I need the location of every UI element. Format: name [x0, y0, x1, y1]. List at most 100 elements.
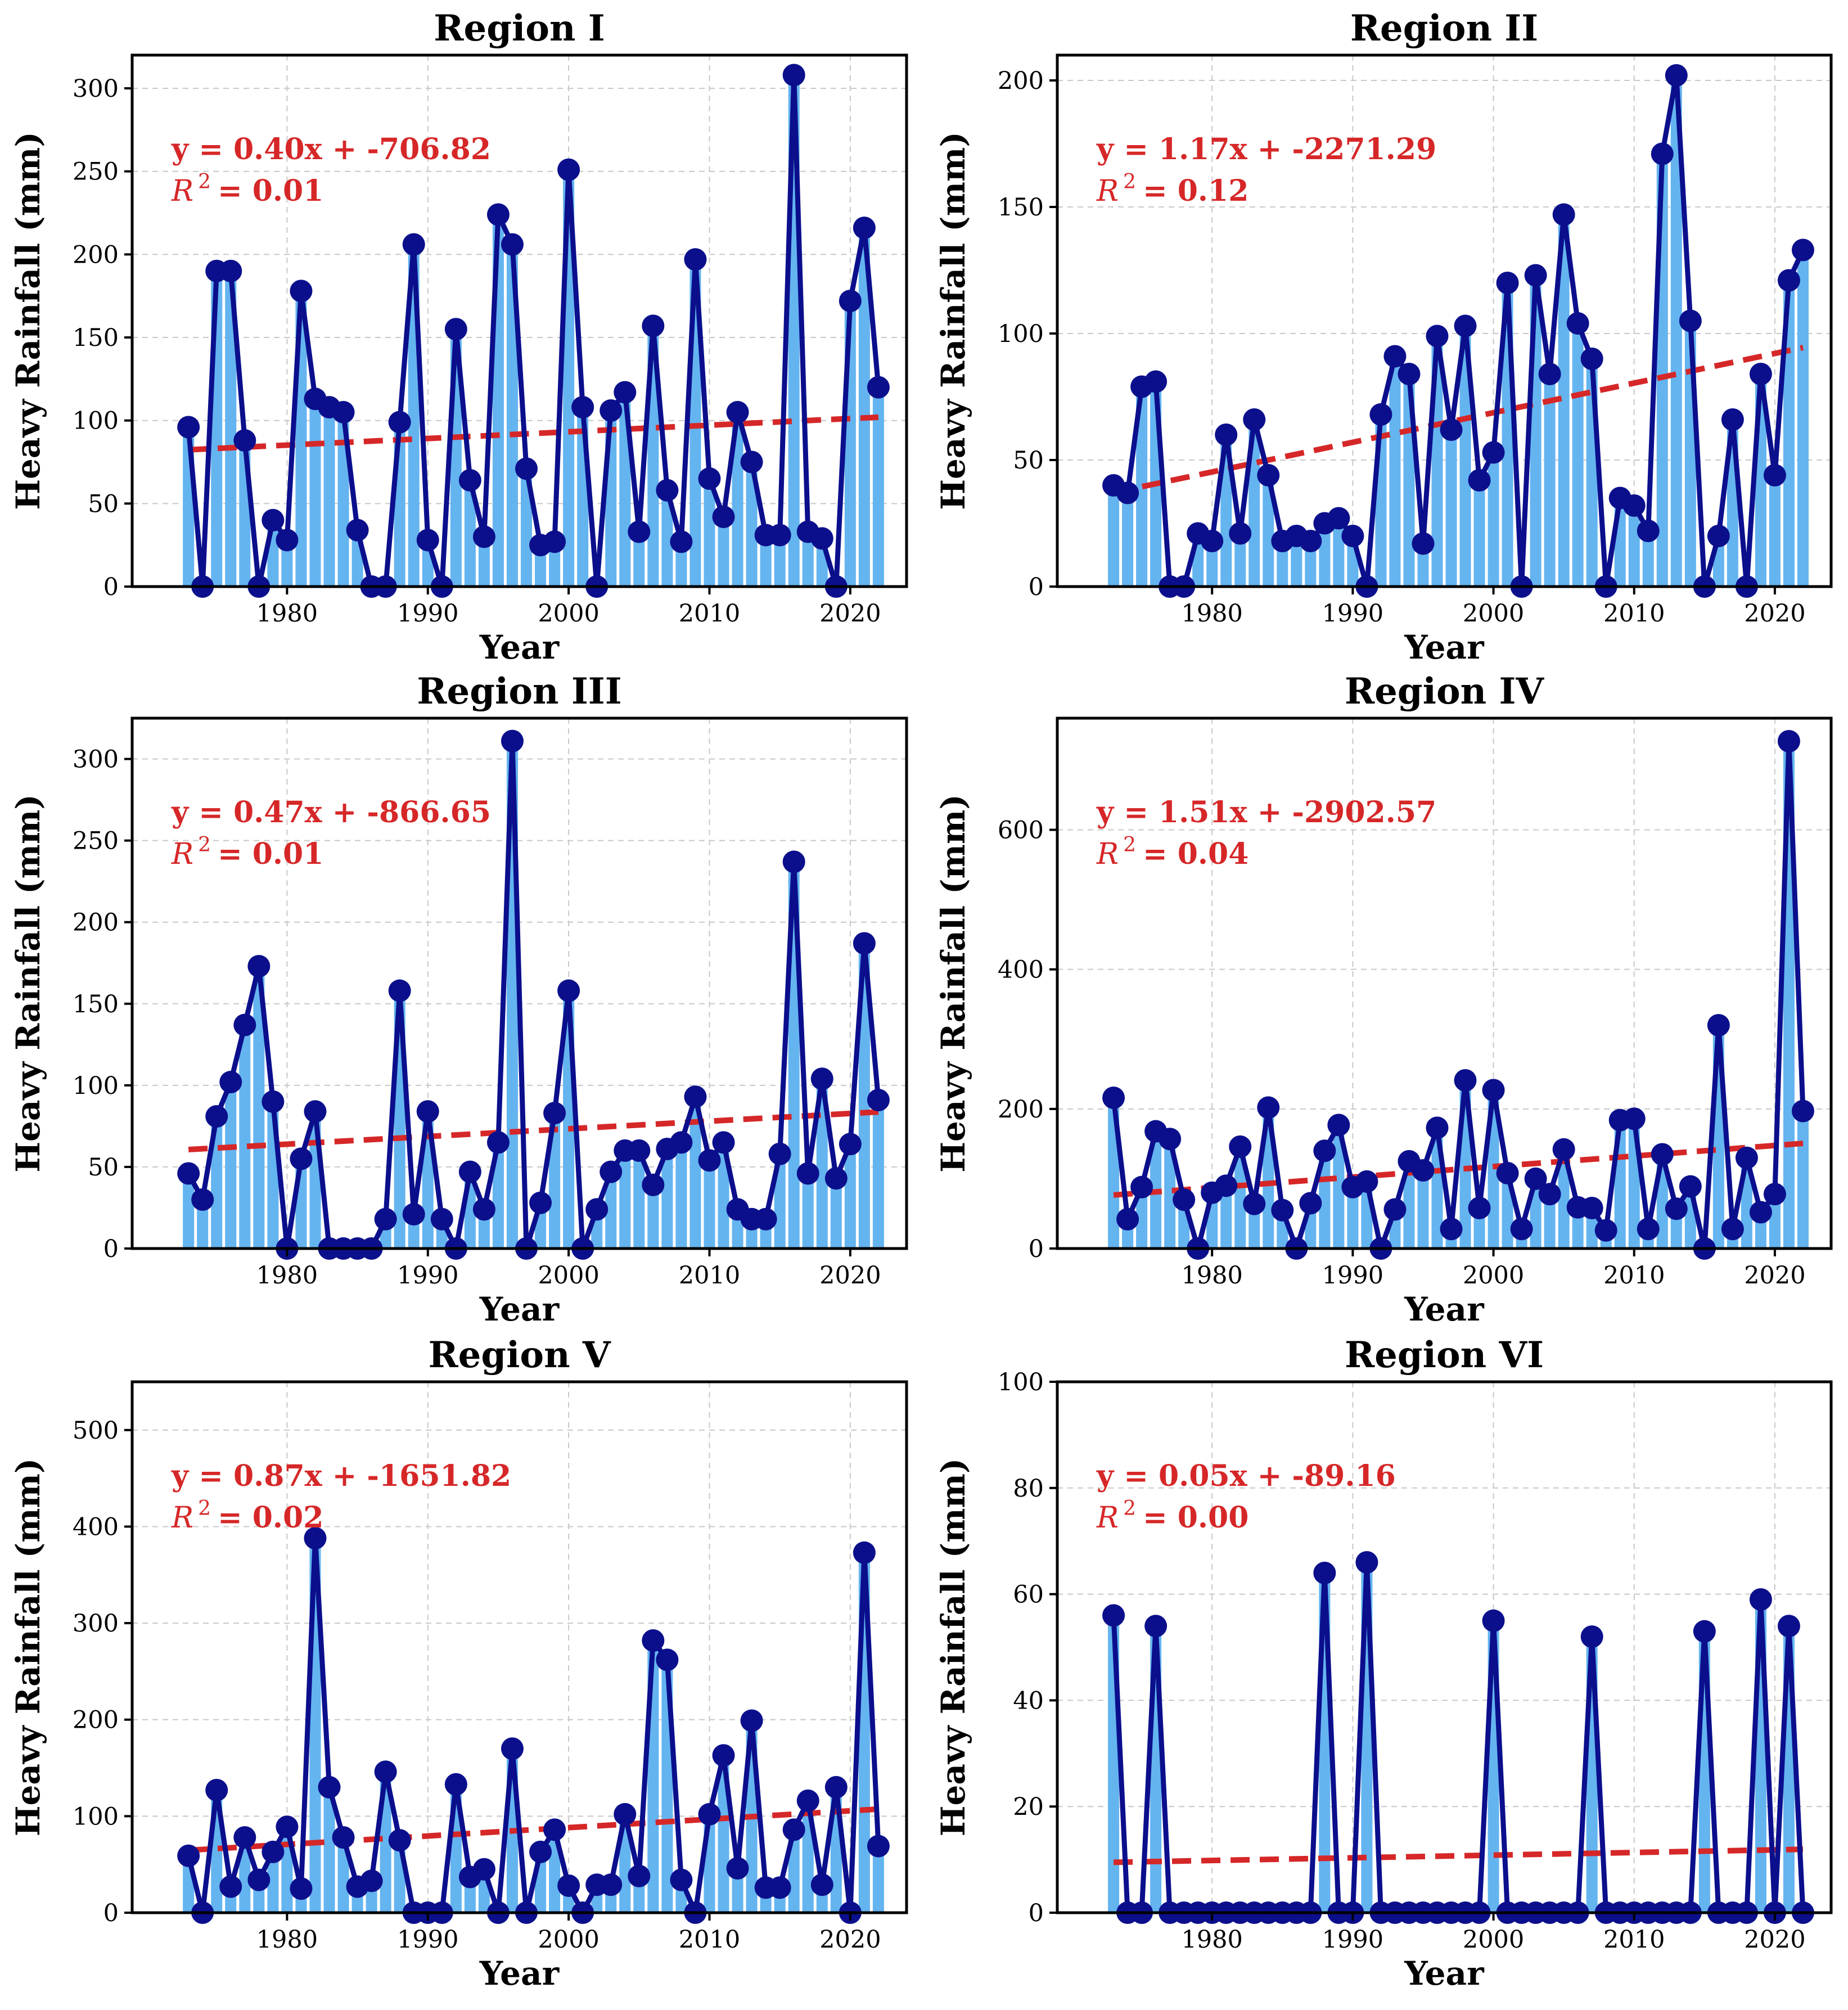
point-2003: [1524, 1167, 1547, 1190]
bar-2005: [633, 531, 645, 587]
point-1975: [1130, 1175, 1153, 1198]
bar-1995: [492, 1142, 504, 1249]
trend-line: [1113, 1846, 1804, 1865]
point-2006: [642, 314, 665, 337]
r-squared-label: R 2 = 0.04: [1096, 833, 1248, 871]
point-1990: [416, 1100, 439, 1123]
ytick-label: 100: [998, 320, 1044, 348]
point-2011: [712, 1131, 735, 1154]
panel-2: 0 50 100 150 200 1980 1990 2000 2010 2020 Region I…: [934, 7, 1833, 666]
point-2022: [1791, 1099, 1814, 1123]
ytick-label: 200: [73, 909, 119, 937]
bar-1996: [506, 244, 518, 587]
ytick-label: 0: [103, 1899, 119, 1927]
point-2000: [557, 158, 580, 181]
point-2002: [585, 1198, 609, 1221]
point-2007: [656, 1648, 679, 1671]
point-2001: [1496, 1161, 1519, 1184]
point-2012: [1651, 142, 1674, 165]
point-1993: [1383, 345, 1407, 368]
point-2019: [824, 1167, 848, 1190]
point-2000: [1482, 1079, 1505, 1102]
point-1973: [177, 1844, 200, 1867]
point-1993: [458, 1160, 481, 1183]
ytick-label: 0: [1029, 1899, 1044, 1927]
bar-1999: [549, 542, 561, 587]
bar-1989: [1333, 1125, 1345, 1249]
point-2010: [1622, 494, 1646, 517]
point-1982: [1229, 522, 1252, 545]
panel-1: 0 50 100 150 200 250 300 1980 1990 2000 2010 2020 Re…: [9, 7, 908, 666]
bar-1990: [1347, 1187, 1359, 1249]
ytick-label: 100: [73, 1802, 119, 1831]
bar-2022: [872, 387, 884, 587]
bar-1986: [1291, 536, 1302, 587]
point-1988: [1313, 1139, 1336, 1162]
bar-2004: [619, 1150, 631, 1249]
bar-1989: [1333, 518, 1345, 587]
xtick-label: 1990: [1322, 1261, 1383, 1290]
point-2004: [1538, 363, 1561, 385]
xtick-label: 1980: [1181, 1261, 1242, 1290]
point-1976: [219, 259, 242, 282]
bar-2010: [704, 479, 715, 587]
bar-2013: [1670, 75, 1682, 587]
bar-2008: [675, 1142, 687, 1249]
point-1982: [304, 1100, 327, 1123]
point-1988: [1313, 1561, 1336, 1584]
xtick-label: 1980: [256, 1261, 318, 1290]
series-line: [186, 72, 881, 589]
point-1978: [247, 1868, 271, 1891]
point-1981: [1215, 1174, 1238, 1197]
point-1974: [1116, 1207, 1139, 1231]
panel-4: 0 200 400 600 1980 1990 2000 2010 2020 Region IV Y…: [934, 670, 1833, 1328]
trend-equation: y = 0.05x + -89.16: [1096, 1459, 1396, 1493]
ytick-label: 300: [73, 746, 119, 774]
point-1995: [486, 203, 510, 226]
point-2018: [810, 1873, 833, 1896]
point-2011: [712, 1744, 735, 1767]
point-1996: [501, 729, 524, 752]
point-1993: [458, 469, 481, 492]
bar-2007: [661, 490, 673, 587]
ytick-label: 40: [1013, 1687, 1044, 1715]
point-1987: [374, 1207, 397, 1231]
point-1996: [501, 1737, 524, 1760]
point-1976: [219, 1071, 242, 1094]
bar-1997: [521, 468, 533, 587]
point-2011: [1637, 520, 1660, 542]
point-1981: [1215, 423, 1238, 446]
point-2003: [600, 399, 623, 422]
point-1987: [1299, 1192, 1322, 1215]
bar-1974: [1122, 493, 1134, 587]
bar-2020: [1769, 1194, 1781, 1249]
point-2013: [740, 1709, 763, 1732]
point-2022: [867, 1088, 890, 1111]
point-1992: [1369, 403, 1392, 426]
point-1974: [1116, 481, 1139, 504]
point-2016: [782, 64, 805, 87]
point-2016: [1707, 525, 1730, 547]
xtick-label: 1990: [397, 1926, 458, 1954]
point-1985: [346, 519, 369, 542]
point-2020: [839, 290, 862, 313]
r-squared-label: R 2 = 0.12: [1096, 170, 1248, 208]
ytick-label: 250: [73, 158, 119, 186]
bar-2022: [1797, 250, 1809, 587]
y-axis-label: Heavy Rainfall (mm): [9, 794, 47, 1173]
point-1989: [1327, 1114, 1350, 1137]
bar-2022: [872, 1099, 884, 1249]
point-2020: [839, 1133, 862, 1156]
panel-3: 0 50 100 150 200 250 300 1980 1990 2000 2010 2020 Re…: [9, 670, 908, 1328]
bar-2010: [1628, 506, 1640, 587]
bar-1983: [323, 407, 335, 587]
point-2015: [768, 524, 791, 547]
point-2013: [1665, 1197, 1688, 1220]
x-axis-label: Year: [1404, 1954, 1485, 1993]
bar-1983: [323, 1787, 335, 1913]
bar-1982: [1234, 1146, 1246, 1249]
xtick-label: 2010: [679, 1926, 740, 1954]
point-1992: [444, 1773, 467, 1796]
point-2019: [1749, 363, 1772, 385]
ytick-label: 300: [73, 75, 119, 103]
